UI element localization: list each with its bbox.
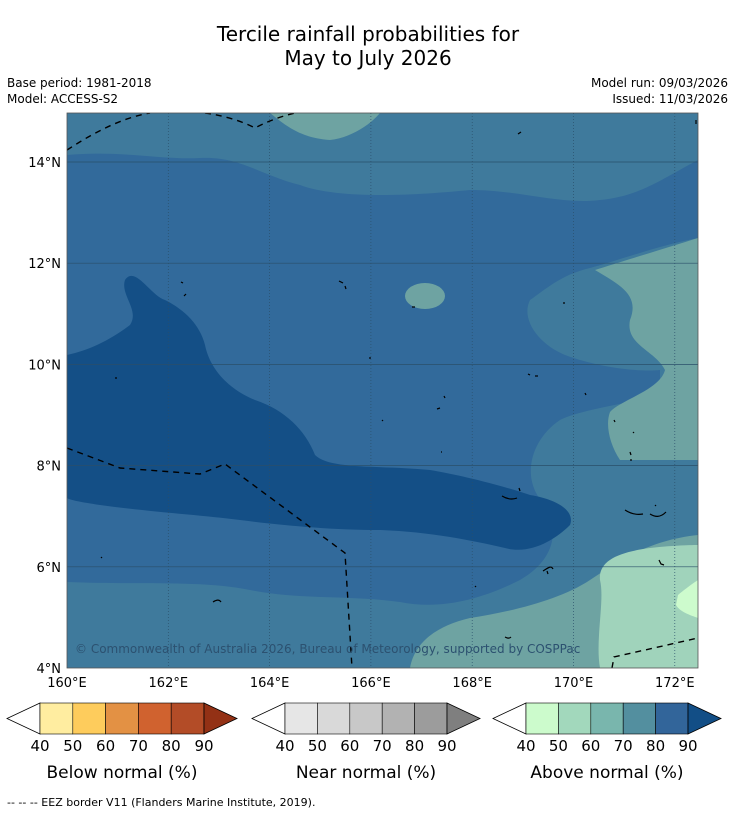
colorbar-segment [381,702,415,735]
colorbar-segment [590,702,624,735]
lon-tick-label: 172°E [655,676,695,691]
eez-border-south [67,447,353,668]
title-line-2: May to July 2026 [284,46,452,70]
colorbar-over-triangle [446,702,481,735]
eez-borders [67,113,698,668]
colorbar-segment [105,702,139,735]
issued-date: Issued: 11/03/2026 [612,92,728,106]
colorbar-tick-label: 70 [373,737,392,755]
colorbar-segment [284,702,318,735]
latitude-labels: 14°N 12°N 10°N 8°N 6°N 4°N [28,156,61,677]
colorbar-over-triangle [203,702,238,735]
lon-tick-label: 164°E [250,676,290,691]
lat-tick-label: 6°N [37,561,62,576]
colorbar-tick-label: 60 [581,737,600,755]
colorbar-tick-label: 40 [275,737,294,755]
colorbar-tick-label: 80 [162,737,181,755]
colorbar-under-triangle [492,702,527,735]
meta-left: Base period: 1981-2018 Model: ACCESS-S2 [7,75,152,107]
colorbar-tick-label: 90 [194,737,213,755]
colorbar-tick-label: 40 [30,737,49,755]
legend-group: 40 50 60 70 80 90 Below normal (%) 40 50 60 70 80 90… [6,702,722,783]
band-90-plus [67,275,571,550]
band-60-70-north [270,113,380,140]
lat-tick-label: 4°N [37,662,62,677]
map-gridlines [67,113,698,668]
model-run: Model run: 09/03/2026 [590,76,728,90]
lon-tick-label: 168°E [452,676,492,691]
lat-tick-label: 8°N [37,460,62,475]
eez-footnote: -- -- -- EEZ border V11 (Flanders Marine… [7,796,316,809]
colorbar-tick-label: 50 [308,737,327,755]
colorbar-tick-label: 80 [646,737,665,755]
model-name: Model: ACCESS-S2 [7,92,119,106]
lat-tick-label: 12°N [28,257,61,272]
colorbar-1: 40 50 60 70 80 90 Below normal (%) [6,702,238,783]
colorbar-3: 40 50 60 70 80 90 Above normal (%) [492,702,722,783]
colorbar-tick-label: 70 [129,737,148,755]
colorbar-over-triangle [687,702,722,735]
lat-tick-label: 14°N [28,156,61,171]
band-60-70-islet [405,283,445,309]
longitude-labels: 160°E 162°E 164°E 166°E 168°E 170°E 172°E [47,676,694,691]
colorbar-tick-label: 80 [405,737,424,755]
colorbar-under-triangle [6,702,41,735]
islands [100,120,697,639]
lon-tick-label: 170°E [554,676,594,691]
colorbar-tick-label: 60 [340,737,359,755]
colorbar-segment [558,702,592,735]
map-figure: 160°E 162°E 164°E 166°E 168°E 170°E 172°E 14°N… [6,112,722,783]
meta-right: Model run: 09/03/2026 Issued: 11/03/2026 [591,75,728,107]
colorbar-tick-label: 70 [614,737,633,755]
lon-tick-label: 166°E [351,676,391,691]
base-period: Base period: 1981-2018 [7,76,152,90]
colorbar-title: Near normal (%) [296,763,436,783]
copyright-notice: © Commonwealth of Australia 2026, Bureau… [75,642,580,656]
colorbar-segment [525,702,559,735]
lat-tick-label: 10°N [28,358,61,373]
colorbar-segment [349,702,383,735]
colorbar-segment [317,702,351,735]
colorbar-segment [622,702,656,735]
colorbar-tick-label: 60 [96,737,115,755]
colorbar-tick-label: 90 [437,737,456,755]
map-title: Tercile rainfall probabilities for May t… [0,22,736,70]
colorbar-segment [39,702,74,735]
colorbar-under-triangle [251,702,286,735]
colorbar-segment [655,702,689,735]
lon-tick-label: 160°E [47,676,87,691]
lon-tick-label: 162°E [149,676,189,691]
band-40-50 [676,580,698,618]
colorbar-segment [414,702,448,735]
colorbar-tick-label: 90 [678,737,697,755]
eez-border-east [611,637,698,668]
colorbar-segment [170,702,205,735]
colorbar-tick-label: 50 [549,737,568,755]
colorbar-tick-label: 40 [516,737,535,755]
colorbar-segment [138,702,172,735]
colorbar-tick-label: 50 [63,737,82,755]
colorbar-title: Above normal (%) [530,763,683,783]
title-line-1: Tercile rainfall probabilities for [216,22,520,46]
map-frame [66,112,699,669]
band-50-60 [598,545,698,668]
colorbar-title: Below normal (%) [47,763,198,783]
probability-field [67,113,698,668]
eez-border-north [67,113,299,151]
band-60-70-east [595,238,698,460]
colorbar-segment [72,702,106,735]
